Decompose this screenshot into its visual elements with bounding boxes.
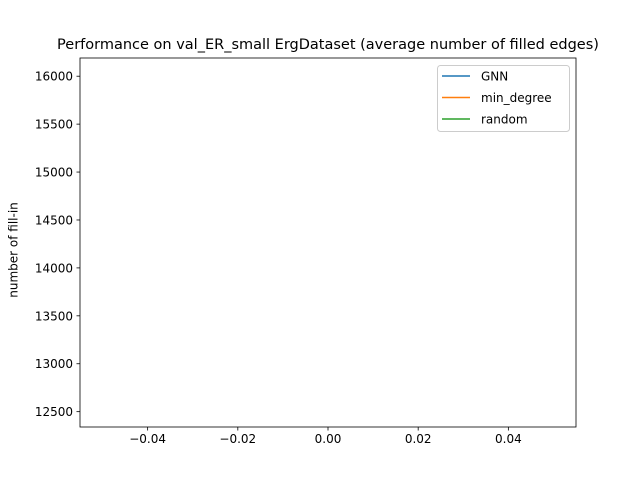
y-tick-label: 13500	[35, 309, 73, 323]
x-axis: −0.04 −0.02 0.00 0.02 0.04	[129, 427, 522, 446]
y-tick-label: 14500	[35, 213, 73, 227]
chart-title: Performance on val_ER_small ErgDataset (…	[57, 37, 599, 53]
y-tick-label: 14000	[35, 261, 73, 275]
legend-label-GNN: GNN	[481, 70, 508, 84]
legend-label-random: random	[481, 113, 528, 127]
x-tick-label: −0.04	[129, 432, 166, 446]
plot-frame	[79, 57, 577, 428]
x-tick-label: 0.02	[405, 432, 432, 446]
y-axis: 12500 13000 13500 14000 14500 15000 15500 16000	[35, 70, 80, 419]
x-tick-label: 0.04	[495, 432, 522, 446]
x-tick-label: 0.00	[315, 432, 342, 446]
y-tick-label: 13000	[35, 357, 73, 371]
legend-label-min-degree: min_degree	[481, 91, 552, 105]
y-tick-label: 12500	[35, 405, 73, 419]
y-tick-label: 16000	[35, 70, 73, 84]
x-tick-label: −0.02	[219, 432, 256, 446]
y-tick-label: 15000	[35, 166, 73, 180]
y-axis-label: number of fill-in	[7, 202, 21, 298]
legend-box	[437, 65, 570, 132]
y-tick-label: 15500	[35, 118, 73, 132]
